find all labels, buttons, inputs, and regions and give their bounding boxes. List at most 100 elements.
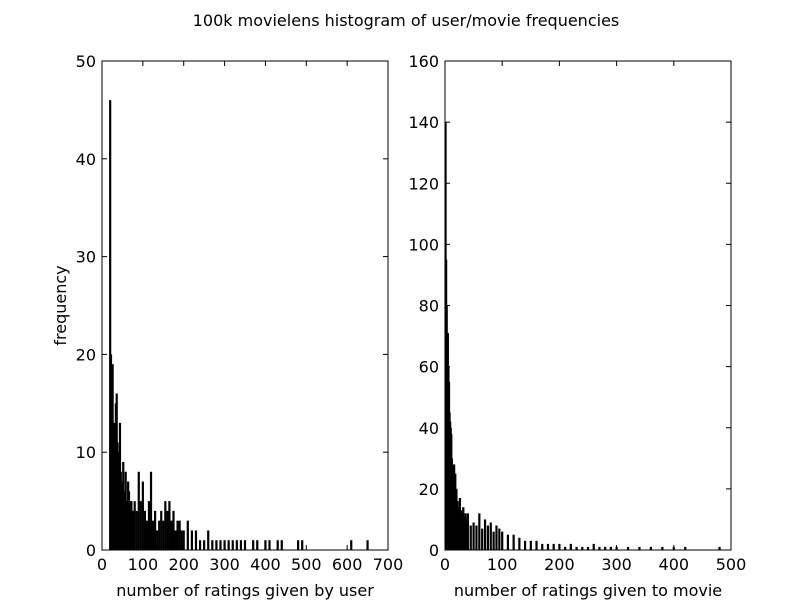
movie-x-axis-label: number of ratings given to movie bbox=[454, 581, 722, 600]
movie-histogram-bar bbox=[535, 540, 538, 550]
movie-histogram-bar bbox=[604, 546, 607, 550]
user-histogram-bar bbox=[149, 471, 153, 550]
movie-histogram-bar bbox=[661, 546, 664, 550]
user-histogram-bar bbox=[198, 540, 202, 550]
user-histogram-bar bbox=[145, 520, 149, 550]
movie-histogram-bar bbox=[478, 513, 481, 550]
movie-histogram-bar bbox=[459, 510, 463, 550]
movie-y-tick-label: 0 bbox=[429, 541, 439, 560]
movie-x-tick-label: 400 bbox=[659, 555, 690, 574]
movie-histogram-bar bbox=[492, 531, 495, 550]
movie-y-tick-label: 140 bbox=[408, 113, 439, 132]
user-x-tick-label: 100 bbox=[128, 555, 159, 574]
user-histogram-bar bbox=[219, 540, 222, 550]
user-y-tick-label: 20 bbox=[76, 345, 96, 364]
user-histogram-bar bbox=[151, 520, 155, 550]
movie-histogram-bar bbox=[518, 537, 521, 550]
user-histogram-bar bbox=[194, 530, 198, 550]
movie-histogram-bar bbox=[586, 546, 590, 550]
user-histogram-bar bbox=[252, 540, 255, 550]
movie-x-tick-label: 500 bbox=[716, 555, 747, 574]
movie-histogram-bar bbox=[457, 507, 460, 550]
user-histogram-bar bbox=[158, 520, 161, 550]
movie-histogram-bar bbox=[495, 525, 498, 550]
user-histogram-bar bbox=[215, 540, 218, 550]
user-y-tick-label: 50 bbox=[76, 52, 96, 71]
user-x-axis-label: number of ratings given by user bbox=[116, 581, 374, 600]
user-y-tick-label: 10 bbox=[76, 443, 96, 462]
user-histogram-bar bbox=[109, 100, 112, 551]
user-histogram-bar bbox=[239, 540, 243, 550]
movie-histogram-bar bbox=[626, 546, 630, 550]
movie-histogram-bar bbox=[506, 534, 510, 550]
user-x-tick-label: 200 bbox=[168, 555, 199, 574]
user-histogram-bar bbox=[137, 471, 140, 550]
user-histogram-bar bbox=[166, 510, 169, 550]
user-histogram-bar bbox=[211, 540, 214, 550]
movie-histogram-bar bbox=[649, 546, 653, 550]
movie-y-tick-label: 60 bbox=[419, 358, 439, 377]
user-histogram-bar bbox=[170, 520, 173, 550]
user-histogram-bar bbox=[280, 540, 283, 550]
user-x-tick-label: 500 bbox=[291, 555, 322, 574]
movie-x-tick-label: 300 bbox=[601, 555, 632, 574]
user-histogram-bar bbox=[227, 540, 230, 550]
movie-histogram-bar bbox=[456, 501, 459, 550]
movie-histogram-bar bbox=[475, 525, 478, 550]
movie-histogram-bars bbox=[444, 122, 721, 551]
user-histogram-bar bbox=[256, 540, 259, 550]
movie-histogram-bar bbox=[546, 543, 550, 550]
user-histogram-bar bbox=[178, 520, 181, 550]
movie-histogram-bar bbox=[575, 546, 578, 550]
user-histogram-bar bbox=[139, 501, 142, 550]
user-histogram-bar bbox=[156, 530, 159, 550]
movie-histogram-bar bbox=[466, 513, 469, 550]
user-histogram-bar bbox=[235, 540, 238, 550]
user-x-tick-label: 400 bbox=[250, 555, 281, 574]
movie-y-tick-label: 80 bbox=[419, 297, 439, 316]
movie-histogram-bar bbox=[523, 540, 527, 550]
movie-histogram-bar bbox=[498, 528, 501, 550]
user-histogram-bar bbox=[186, 520, 189, 550]
user-histogram-bar bbox=[162, 520, 165, 550]
user-histogram-bar bbox=[366, 540, 369, 550]
movie-histogram-bar bbox=[472, 522, 475, 550]
movie-y-tick-label: 100 bbox=[408, 235, 439, 254]
user-histogram-bar bbox=[133, 501, 136, 550]
movie-histogram-bar bbox=[481, 528, 484, 550]
movie-histogram-bar bbox=[469, 525, 472, 550]
user-histogram-bar bbox=[301, 540, 304, 550]
movie-histogram-bar bbox=[455, 488, 458, 551]
movie-histogram-bar bbox=[581, 546, 584, 550]
movie-histogram-bar bbox=[592, 543, 595, 550]
movie-histogram-bar bbox=[598, 546, 601, 550]
user-histogram-bar bbox=[154, 510, 157, 550]
user-y-tick-label: 30 bbox=[76, 248, 96, 267]
figure-title: 100k movielens histogram of user/movie f… bbox=[193, 11, 620, 30]
user-histogram-bar bbox=[190, 530, 193, 550]
user-histogram-bar bbox=[268, 540, 271, 550]
movie-histogram-bar bbox=[718, 546, 721, 550]
user-histogram-bar bbox=[141, 481, 144, 550]
user-histogram-bar bbox=[164, 501, 167, 550]
user-histogram-bar bbox=[174, 530, 177, 550]
user-y-axis-label: frequency bbox=[51, 265, 70, 345]
movie-histogram-bar bbox=[461, 513, 464, 550]
user-x-tick-label: 300 bbox=[209, 555, 240, 574]
user-axes-frame bbox=[101, 60, 389, 551]
movie-histogram-bar bbox=[486, 525, 489, 550]
movie-x-tick-label: 100 bbox=[487, 555, 518, 574]
user-histogram-bar bbox=[172, 510, 175, 550]
movie-y-tick-label: 20 bbox=[419, 480, 439, 499]
movie-y-tick-label: 120 bbox=[408, 174, 439, 193]
user-histogram-bar bbox=[143, 510, 146, 550]
user-x-tick-label: 600 bbox=[332, 555, 363, 574]
user-histogram-bar bbox=[147, 501, 151, 550]
movie-histogram-bar bbox=[464, 513, 467, 550]
panel-movie-ratings: 0 100 200 300 400 500 0 20 40 60 80 100 120 140 160 nu… bbox=[408, 52, 746, 600]
movie-histogram-bar bbox=[465, 519, 468, 550]
movie-y-tick-label: 160 bbox=[408, 52, 439, 71]
user-axes-ticks: 0 100 200 300 400 500 600 700 0 10 20 30 40 50 bbox=[76, 52, 404, 574]
user-x-tick-label: 0 bbox=[97, 555, 107, 574]
